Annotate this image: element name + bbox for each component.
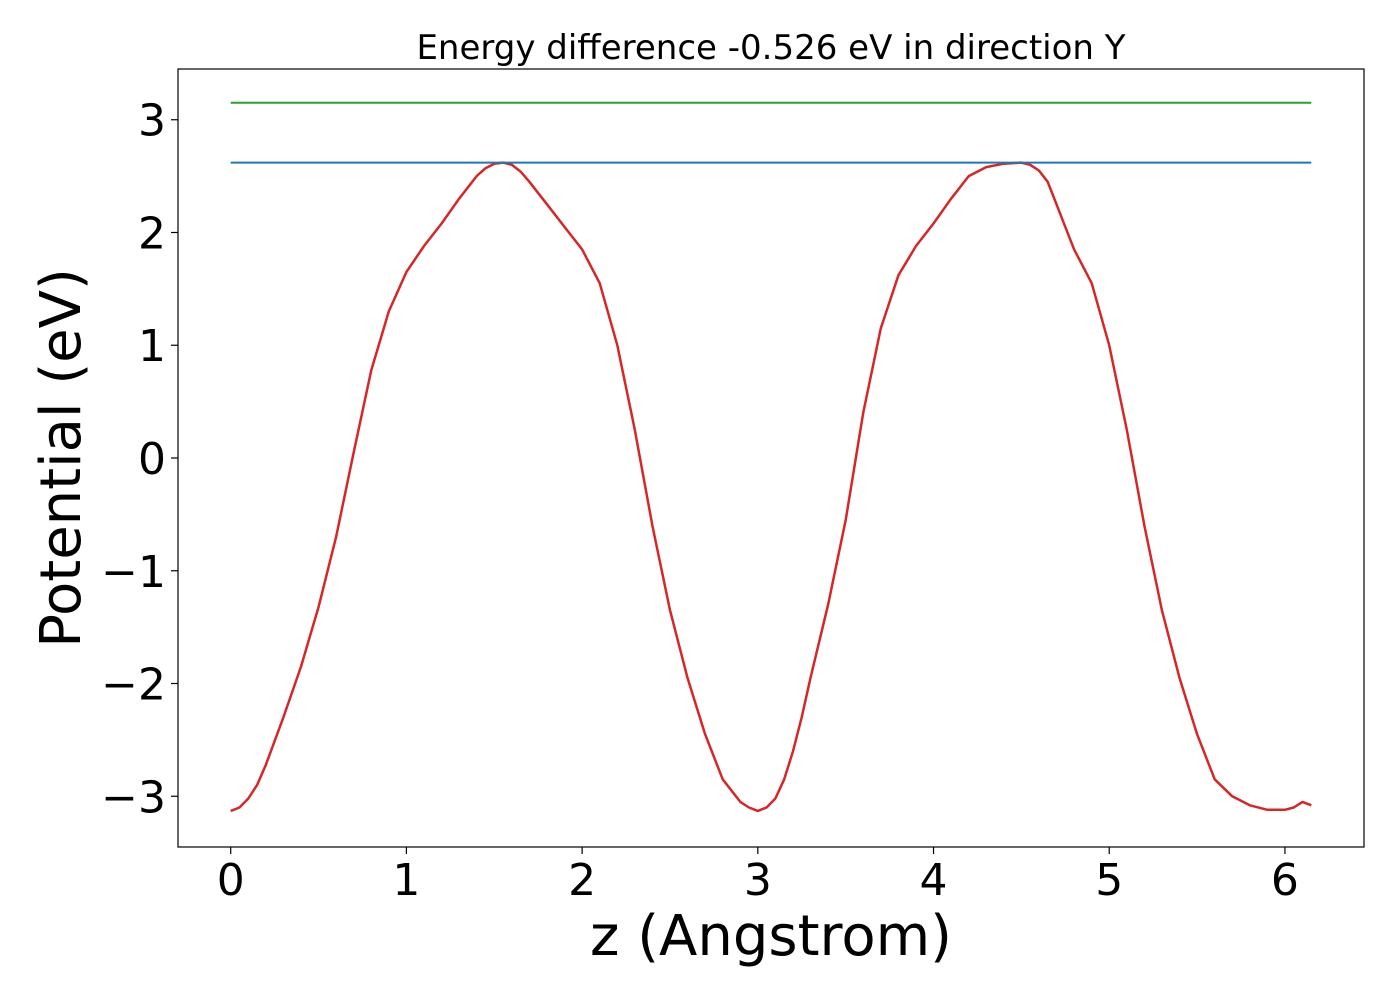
y-tick-label: −3 — [101, 772, 166, 823]
x-tick-label: 6 — [1271, 855, 1299, 906]
x-axis-title: z (Angstrom) — [590, 904, 952, 969]
plot-frame — [177, 68, 1365, 848]
y-tick-label: 2 — [138, 208, 166, 259]
y-tick-label: 3 — [138, 96, 166, 147]
x-axis: 0 1 2 3 4 5 6 — [217, 847, 1299, 906]
x-tick-label: 5 — [1095, 855, 1123, 906]
x-tick-label: 0 — [217, 855, 245, 906]
y-tick-label: 1 — [138, 321, 166, 372]
series-layer — [230, 101, 1312, 813]
chart-title: Energy difference -0.526 eV in direction… — [416, 28, 1125, 68]
y-tick-label: −1 — [101, 547, 166, 598]
x-tick-label: 2 — [568, 855, 596, 906]
y-axis-title: Potential (eV) — [29, 268, 94, 648]
y-tick-label: −2 — [101, 660, 166, 711]
y-tick-label: 0 — [138, 434, 166, 485]
y-axis: −3 −2 −1 0 1 2 3 — [101, 96, 178, 823]
x-tick-label: 1 — [392, 855, 420, 906]
series-line-1 — [230, 161, 1312, 813]
x-tick-label: 3 — [744, 855, 772, 906]
x-tick-label: 4 — [920, 855, 948, 906]
